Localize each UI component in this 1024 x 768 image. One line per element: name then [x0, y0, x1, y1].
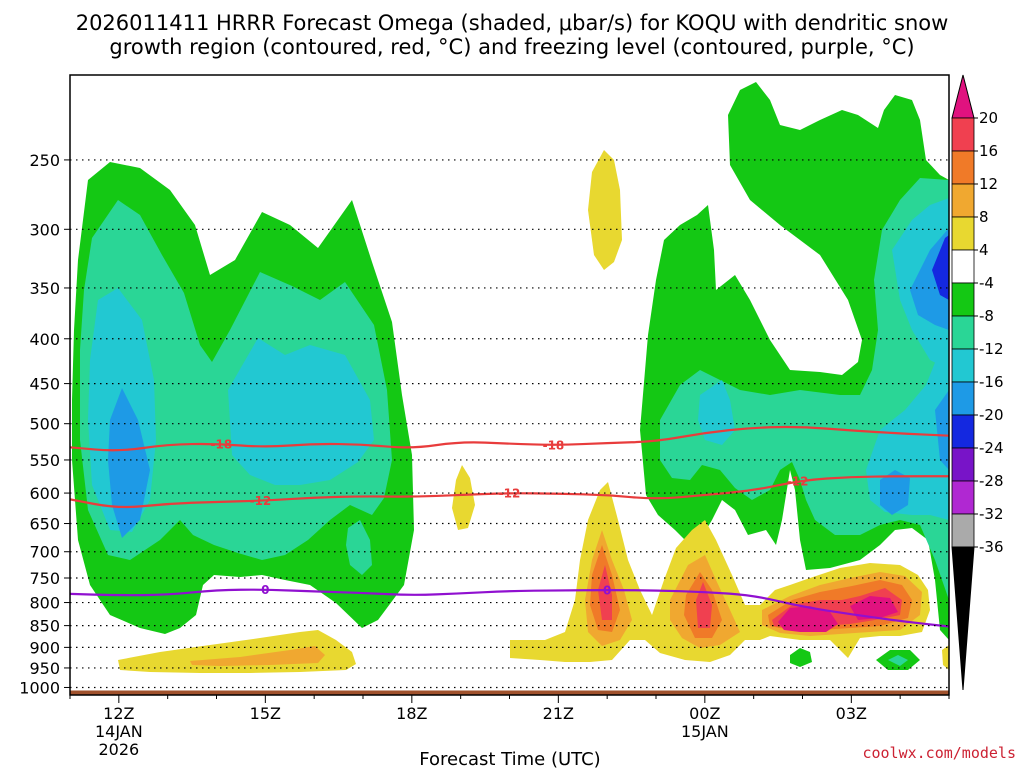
- contour-layer: [70, 425, 949, 628]
- colorbar-swatch-c_neg16_neg12: [951, 348, 975, 383]
- y-tick-label-1000: 1000: [19, 678, 60, 697]
- omega-shaded-field: [72, 82, 949, 673]
- colorbar: 20 16 12 8 4 -4 -8 -12 -16 -20 -24 -28 -32 -36: [951, 74, 1004, 691]
- colorbar-swatch-c12_16: [951, 150, 975, 185]
- colorbar-label-20: 20: [979, 109, 998, 127]
- colorbar-swatch-c_neg24_neg20: [951, 414, 975, 449]
- chart-title-line1: 2026011411 HRRR Forecast Omega (shaded, …: [76, 11, 949, 35]
- omega-region-right-seagreen-blob2: [888, 655, 908, 666]
- surface-ground: [70, 690, 949, 695]
- x-tick-year-12Z: 2026: [98, 740, 139, 759]
- omega-region-yellow-blob-19z: [452, 465, 475, 530]
- colorbar-swatch-c_neg4_4: [951, 249, 975, 284]
- omega-region-central-magenta: [778, 596, 898, 632]
- omega-region-lower-orange: [190, 646, 325, 666]
- contour-label-freezing-level: 0: [603, 583, 611, 597]
- colorbar-swatch-c_neg32_neg28: [951, 480, 975, 515]
- x-tick-label-15Z: 15Z: [250, 704, 281, 723]
- x-tick-label-00Z: 00Z: [689, 704, 720, 723]
- colorbar-label--12: -12: [979, 340, 1004, 358]
- colorbar-label-4: 4: [979, 241, 989, 259]
- y-tick-label-950: 950: [29, 659, 60, 678]
- colorbar-swatch-c4_8: [951, 216, 975, 251]
- omega-region-right-cyan2: [866, 320, 949, 520]
- colorbar-swatch-c8_12: [951, 183, 975, 218]
- y-tick-label-500: 500: [29, 415, 60, 434]
- y-tick-label-850: 850: [29, 617, 60, 636]
- y-tick-label-650: 650: [29, 515, 60, 534]
- x-axis-label: Forecast Time (UTC): [419, 749, 600, 768]
- y-tick-label-450: 450: [29, 375, 60, 394]
- colorbar-swatch-c_neg20_neg16: [951, 381, 975, 416]
- omega-region-right-green-blob1: [790, 648, 812, 667]
- omega-region-right-cyan: [698, 380, 735, 445]
- colorbar-swatch-c_neg12_neg8: [951, 315, 975, 350]
- y-tick-label-600: 600: [29, 484, 60, 503]
- contour-label-freezing-level: 0: [261, 583, 269, 597]
- colorbar-swatch-c_neg8_neg4: [951, 282, 975, 317]
- contour-label-dgz-minus18: -18: [211, 438, 233, 452]
- omega-region-left-blue: [108, 388, 150, 538]
- colorbar-label--32: -32: [979, 505, 1004, 523]
- y-tick-label-800: 800: [29, 594, 60, 613]
- contour-label-dgz-minus12: -12: [250, 494, 272, 508]
- omega-region-right-blue2: [935, 390, 949, 470]
- y-tick-label-700: 700: [29, 543, 60, 562]
- colorbar-swatch-c_neg28_neg24: [951, 447, 975, 482]
- y-tick-label-300: 300: [29, 220, 60, 239]
- colorbar-label--24: -24: [979, 439, 1004, 457]
- colorbar-label--4: -4: [979, 274, 994, 292]
- colorbar-top-arrow: [951, 74, 975, 119]
- colorbar-bottom-arrow: [951, 546, 975, 691]
- x-tick-date-12Z: 14JAN: [95, 722, 143, 741]
- y-tick-label-350: 350: [29, 279, 60, 298]
- contour-label-dgz-minus12: -12: [787, 475, 809, 489]
- x-tick-label-03Z: 03Z: [836, 704, 867, 723]
- contour-dgz-minus12: [70, 475, 949, 509]
- y-tick-label-750: 750: [29, 569, 60, 588]
- x-tick-label-12Z: 12Z: [103, 704, 134, 723]
- contour-label-dgz-minus12: -12: [499, 487, 521, 501]
- colorbar-label--16: -16: [979, 373, 1004, 391]
- colorbar-label-8: 8: [979, 208, 989, 226]
- colorbar-swatch-c_neg36_neg32: [951, 513, 975, 548]
- colorbar-label--20: -20: [979, 406, 1004, 424]
- colorbar-swatch-c16_20: [951, 117, 975, 152]
- y-tick-label-250: 250: [29, 151, 60, 170]
- x-tick-date-00Z: 15JAN: [681, 722, 729, 741]
- colorbar-label--28: -28: [979, 472, 1004, 490]
- omega-region-yellow-blob-21z: [588, 150, 622, 270]
- omega-region-right-blue3: [880, 470, 910, 515]
- omega-region-small-green: [346, 520, 372, 575]
- y-tick-label-400: 400: [29, 330, 60, 349]
- y-tick-label-900: 900: [29, 638, 60, 657]
- contour-freezing-level: [70, 588, 949, 628]
- pressure-gridlines: [70, 159, 949, 689]
- contour-labels: -18 -18 -12 -12 -12 0 0: [211, 438, 809, 598]
- omega-region-right-yellow-edge: [942, 645, 949, 670]
- colorbar-label-16: 16: [979, 142, 998, 160]
- x-tick-label-21Z: 21Z: [543, 704, 574, 723]
- credit-text[interactable]: coolwx.com/models: [862, 744, 1016, 762]
- colorbar-label--36: -36: [979, 538, 1004, 556]
- x-tick-label-18Z: 18Z: [396, 704, 427, 723]
- y-axis: 250 300 350 400 450 500 550 600 650 700 750 800 850 9…: [19, 151, 70, 697]
- colorbar-label--8: -8: [979, 307, 994, 325]
- chart-title-line2: growth region (contoured, red, °C) and f…: [109, 35, 914, 59]
- contour-label-dgz-minus18: -18: [543, 439, 565, 453]
- omega-region-right-deepblue: [932, 235, 949, 300]
- omega-region-left-cyan2: [228, 338, 374, 485]
- contour-dgz-minus18: [70, 425, 949, 452]
- colorbar-label-12: 12: [979, 175, 998, 193]
- y-tick-label-550: 550: [29, 451, 60, 470]
